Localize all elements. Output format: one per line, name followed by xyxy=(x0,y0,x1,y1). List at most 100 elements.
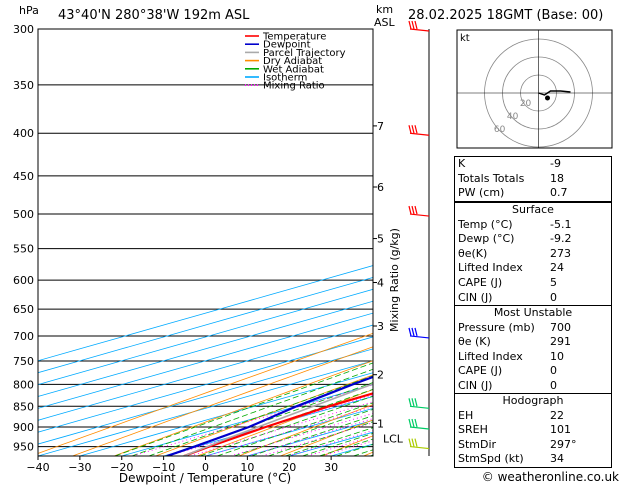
surface-value: 0 xyxy=(550,290,557,304)
hodograph-title: Hodograph xyxy=(502,394,564,407)
wind-barb-flag xyxy=(414,438,418,447)
hodo-value: 34 xyxy=(550,452,564,466)
wind-barb xyxy=(408,20,430,32)
wind-barb-flag xyxy=(408,125,412,134)
legend-label: Mixing Ratio xyxy=(263,81,325,92)
km-tick-label: 7 xyxy=(377,120,384,133)
dry-adiabat-line xyxy=(613,35,629,456)
wind-barb-flag xyxy=(408,418,412,428)
x-tick-label: −30 xyxy=(68,461,91,474)
pressure-tick-label: 800 xyxy=(13,378,34,391)
surface-label: CAPE (J) xyxy=(458,275,503,289)
pressure-tick-label: 850 xyxy=(13,400,34,413)
pressure-tick-label: 350 xyxy=(13,79,34,92)
surface-label: θe(K) xyxy=(458,246,488,260)
isotherm-line xyxy=(38,265,373,362)
hodograph-ring-label: 40 xyxy=(507,112,519,122)
legend-label: Isotherm xyxy=(263,73,307,84)
mu-label: CIN (J) xyxy=(458,378,493,392)
wind-barb-flag xyxy=(411,418,415,428)
mu-value: 0 xyxy=(550,378,557,392)
hodo-row: StmSpd (kt) 34 xyxy=(455,452,611,467)
surface-value: 5 xyxy=(550,275,557,289)
wind-barb-flag xyxy=(411,20,415,30)
km-tick-label: 5 xyxy=(377,233,384,246)
dry-adiabat-line xyxy=(72,346,373,456)
pressure-tick-label: 450 xyxy=(13,170,34,183)
indices-table: K -9 Totals Totals 18 PW (cm) 0.7 xyxy=(454,156,612,202)
x-axis-label: Dewpoint / Temperature (°C) xyxy=(119,471,291,485)
wind-barb-flag xyxy=(408,327,412,337)
legend-label: Dewpoint xyxy=(263,40,311,51)
index-value: 18 xyxy=(550,171,564,185)
surface-row: CAPE (J) 5 xyxy=(455,276,611,291)
x-tick-label: 10 xyxy=(240,461,254,474)
isotherm-line xyxy=(121,384,373,456)
surface-value: -9.2 xyxy=(550,232,572,246)
series-parcel-trajectory xyxy=(183,382,373,456)
pressure-tick-label: 950 xyxy=(13,441,34,454)
hodograph-frame xyxy=(456,29,613,149)
wind-barb-flag xyxy=(408,398,412,407)
mu-row: Lifted Index 10 xyxy=(455,350,611,365)
pressure-tick-label: 400 xyxy=(13,127,34,140)
hodo-label: StmDir xyxy=(458,437,497,451)
mu-row: CIN (J) 0 xyxy=(455,379,611,394)
wet-adiabat-line xyxy=(131,368,373,456)
pressure-tick-label: 600 xyxy=(13,274,34,287)
surface-label: Temp (°C) xyxy=(458,217,513,231)
hpa-unit-label: hPa xyxy=(19,4,39,17)
pressure-tick-label: 500 xyxy=(13,208,34,221)
legend-label: Parcel Trajectory xyxy=(263,48,346,59)
surface-row: Dewp (°C) -9.2 xyxy=(455,232,611,247)
pressure-tick-label: 550 xyxy=(13,243,34,256)
wind-barb-shaft xyxy=(409,335,430,339)
surface-value: -5.1 xyxy=(550,217,572,231)
surface-row: CIN (J) 0 xyxy=(455,291,611,306)
hodograph-table: Hodograph EH 22 SREH 101 StmDir 297° StmSpd… xyxy=(454,393,612,468)
dry-adiabat-line xyxy=(38,332,373,454)
index-label: Totals Totals xyxy=(458,171,525,185)
hodograph-ring-label: 60 xyxy=(494,125,506,135)
dry-adiabat-line xyxy=(113,360,373,456)
dry-adiabat-line xyxy=(238,404,373,456)
x-tick-label: −40 xyxy=(26,461,49,474)
x-tick-label: 0 xyxy=(202,461,209,474)
mu-value: 700 xyxy=(550,320,571,334)
isotherm-line xyxy=(163,396,373,456)
wet-adiabat-line xyxy=(234,408,373,456)
asl-unit-label: ASL xyxy=(374,16,396,29)
legend-label: Temperature xyxy=(262,32,326,43)
wind-barb-shaft xyxy=(409,28,430,32)
surface-title: Surface xyxy=(512,203,554,216)
km-tick-label: 2 xyxy=(377,369,384,382)
isotherm-line xyxy=(38,277,373,374)
km-tick-label: 1 xyxy=(377,417,384,430)
pressure-tick-label: 900 xyxy=(13,421,34,434)
legend-label: Dry Adiabat xyxy=(263,56,322,67)
hodo-value: 297° xyxy=(550,437,577,451)
km-unit-label: km xyxy=(376,3,393,16)
pressure-tick-label: 750 xyxy=(13,355,34,368)
wind-barb-flag xyxy=(408,205,412,215)
x-tick-label: 30 xyxy=(324,461,338,474)
wet-adiabat-line xyxy=(199,395,373,456)
wind-barb-flag xyxy=(414,205,418,215)
surface-label: Dewp (°C) xyxy=(458,232,515,246)
copyright: © weatheronline.co.uk xyxy=(481,470,619,484)
wind-barb-flag xyxy=(411,205,415,215)
wind-barb xyxy=(408,418,430,430)
isotherm-line xyxy=(38,336,373,433)
wind-barb-flag xyxy=(411,327,415,337)
mu-label: Lifted Index xyxy=(458,349,523,363)
index-row-totals: Totals Totals 18 xyxy=(455,172,611,187)
pressure-tick-label: 700 xyxy=(13,330,34,343)
km-tick-label: 3 xyxy=(377,320,384,333)
wind-barb-shaft xyxy=(409,426,430,430)
storm-motion-marker xyxy=(545,95,550,101)
wind-barb-flag xyxy=(411,438,415,447)
wind-barb-shaft xyxy=(409,213,430,217)
hodo-label: SREH xyxy=(458,423,488,437)
index-value: -9 xyxy=(550,157,561,170)
lcl-label: LCL xyxy=(383,432,404,445)
